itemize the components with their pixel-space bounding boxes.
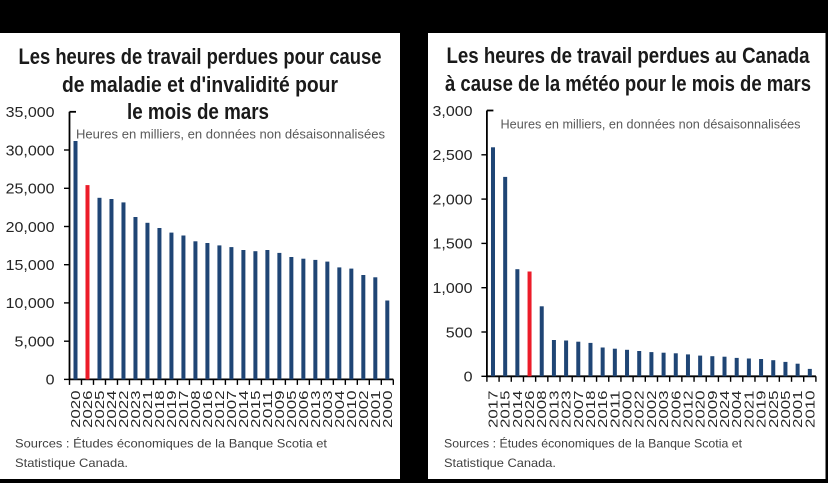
svg-text:2014: 2014 (511, 390, 525, 428)
svg-text:2022: 2022 (117, 390, 131, 428)
svg-text:2019: 2019 (755, 390, 769, 428)
svg-text:de maladie et d'invalidité pou: de maladie et d'invalidité pour (62, 72, 338, 97)
svg-text:Heures en milliers, en données: Heures en milliers, en données non désai… (76, 127, 385, 142)
svg-text:2006: 2006 (297, 390, 311, 428)
svg-text:10,000: 10,000 (6, 295, 55, 312)
svg-text:2006: 2006 (669, 390, 683, 428)
svg-text:2000: 2000 (381, 390, 395, 428)
svg-text:2001: 2001 (369, 390, 383, 428)
svg-text:2016: 2016 (201, 390, 215, 428)
svg-text:1,000: 1,000 (433, 280, 473, 297)
svg-text:2020: 2020 (694, 390, 708, 428)
svg-text:2001: 2001 (791, 390, 805, 428)
svg-text:2015: 2015 (499, 390, 513, 428)
svg-text:2011: 2011 (261, 390, 275, 428)
svg-text:2023: 2023 (129, 390, 143, 428)
svg-text:2025: 2025 (767, 390, 781, 428)
svg-text:à cause de la météo pour le mo: à cause de la météo pour le mois de mars (445, 71, 811, 96)
svg-text:2022: 2022 (633, 390, 647, 428)
svg-text:Statistique Canada.: Statistique Canada. (15, 456, 128, 470)
svg-text:5,000: 5,000 (15, 334, 55, 351)
svg-text:2026: 2026 (523, 390, 537, 428)
svg-text:2008: 2008 (189, 390, 203, 428)
svg-text:2009: 2009 (273, 390, 287, 428)
svg-text:2011: 2011 (608, 390, 622, 428)
svg-text:2010: 2010 (803, 390, 817, 428)
svg-text:2014: 2014 (237, 390, 251, 428)
svg-text:0: 0 (46, 372, 55, 389)
svg-text:2021: 2021 (742, 390, 756, 428)
svg-text:Sources : Études économiques d: Sources : Études économiques de la Banqu… (15, 436, 328, 451)
svg-text:Les heures de travail perdues: Les heures de travail perdues pour cause (19, 44, 382, 69)
svg-text:Les heures de travail perdues: Les heures de travail perdues au Canada (447, 43, 811, 68)
svg-text:2015: 2015 (249, 390, 263, 428)
svg-text:2025: 2025 (93, 390, 107, 428)
svg-text:2008: 2008 (535, 390, 549, 428)
svg-text:2013: 2013 (547, 390, 561, 428)
svg-text:3,000: 3,000 (433, 103, 473, 120)
svg-text:2023: 2023 (560, 390, 574, 428)
svg-text:2019: 2019 (165, 390, 179, 428)
svg-text:le mois de mars: le mois de mars (127, 99, 269, 124)
svg-text:2026: 2026 (81, 390, 95, 428)
svg-text:Statistique Canada.: Statistique Canada. (444, 456, 556, 470)
svg-text:2016: 2016 (596, 390, 610, 428)
svg-text:25,000: 25,000 (6, 181, 55, 198)
svg-text:2,000: 2,000 (433, 191, 473, 208)
svg-text:Heures en milliers, en données: Heures en milliers, en données non désai… (501, 117, 801, 132)
svg-text:2024: 2024 (105, 390, 119, 428)
svg-text:2012: 2012 (681, 390, 695, 428)
svg-text:2017: 2017 (486, 390, 500, 428)
svg-text:2018: 2018 (584, 390, 598, 428)
svg-text:2021: 2021 (141, 390, 155, 428)
svg-text:2017: 2017 (177, 390, 191, 428)
svg-text:2018: 2018 (153, 390, 167, 428)
svg-text:2007: 2007 (225, 390, 239, 428)
svg-text:30,000: 30,000 (6, 142, 55, 159)
svg-text:2007: 2007 (572, 390, 586, 428)
svg-text:2010: 2010 (345, 390, 359, 428)
svg-text:2020: 2020 (69, 390, 83, 428)
svg-text:2024: 2024 (718, 390, 732, 428)
svg-text:1,500: 1,500 (433, 236, 473, 253)
svg-text:2002: 2002 (357, 390, 371, 428)
svg-text:2005: 2005 (285, 390, 299, 428)
svg-text:2002: 2002 (645, 390, 659, 428)
svg-text:2000: 2000 (621, 390, 635, 428)
svg-text:2012: 2012 (213, 390, 227, 428)
svg-text:2004: 2004 (730, 390, 744, 428)
svg-text:2003: 2003 (657, 390, 671, 428)
svg-text:2003: 2003 (321, 390, 335, 428)
svg-text:2004: 2004 (333, 390, 347, 428)
svg-text:Sources : Études économiques d: Sources : Études économiques de la Banqu… (444, 436, 743, 451)
svg-text:2013: 2013 (309, 390, 323, 428)
svg-text:35,000: 35,000 (6, 104, 55, 121)
svg-text:0: 0 (464, 369, 473, 386)
svg-text:20,000: 20,000 (6, 219, 55, 236)
svg-text:2,500: 2,500 (433, 147, 473, 164)
svg-text:15,000: 15,000 (6, 257, 55, 274)
svg-text:2009: 2009 (706, 390, 720, 428)
svg-text:2005: 2005 (779, 390, 793, 428)
svg-text:500: 500 (446, 324, 473, 341)
